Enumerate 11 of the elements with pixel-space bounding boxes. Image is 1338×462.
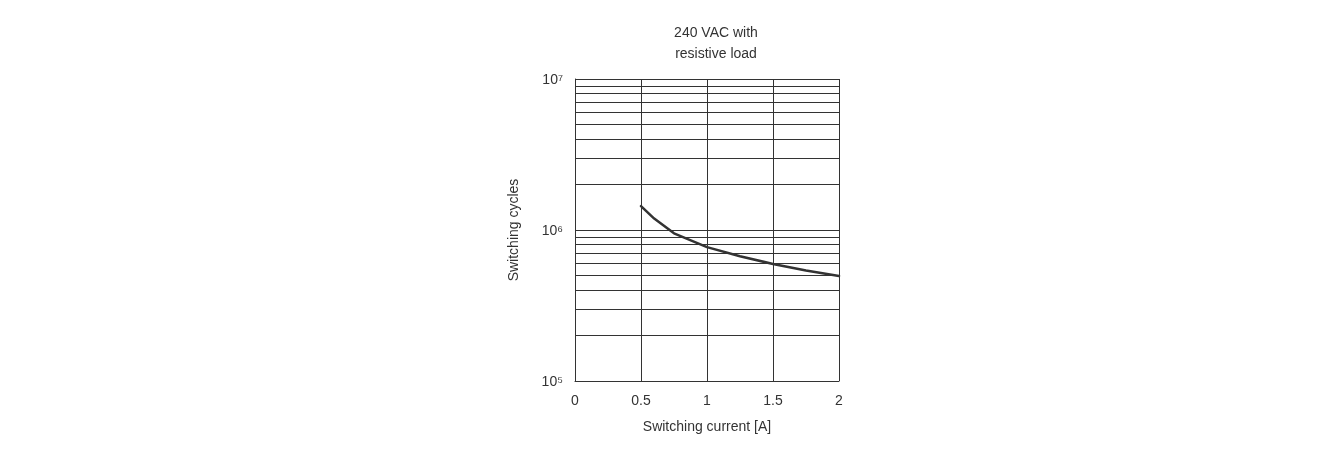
x-tick-label: 1.5 bbox=[763, 392, 783, 408]
x-tick-label: 1 bbox=[703, 392, 712, 408]
y-tick-label: 10⁶ bbox=[541, 222, 563, 238]
x-axis-title: Switching current [A] bbox=[642, 418, 772, 434]
x-tick-label: 0.5 bbox=[631, 392, 651, 408]
chart-title: 240 VAC with resistive load bbox=[674, 23, 758, 61]
y-tick-label: 10⁷ bbox=[542, 71, 563, 87]
y-tick-label: 10⁵ bbox=[541, 373, 563, 389]
y-axis-title: Switching cycles bbox=[505, 178, 521, 282]
x-tick-label: 0 bbox=[571, 392, 580, 408]
x-tick-label: 2 bbox=[835, 392, 844, 408]
